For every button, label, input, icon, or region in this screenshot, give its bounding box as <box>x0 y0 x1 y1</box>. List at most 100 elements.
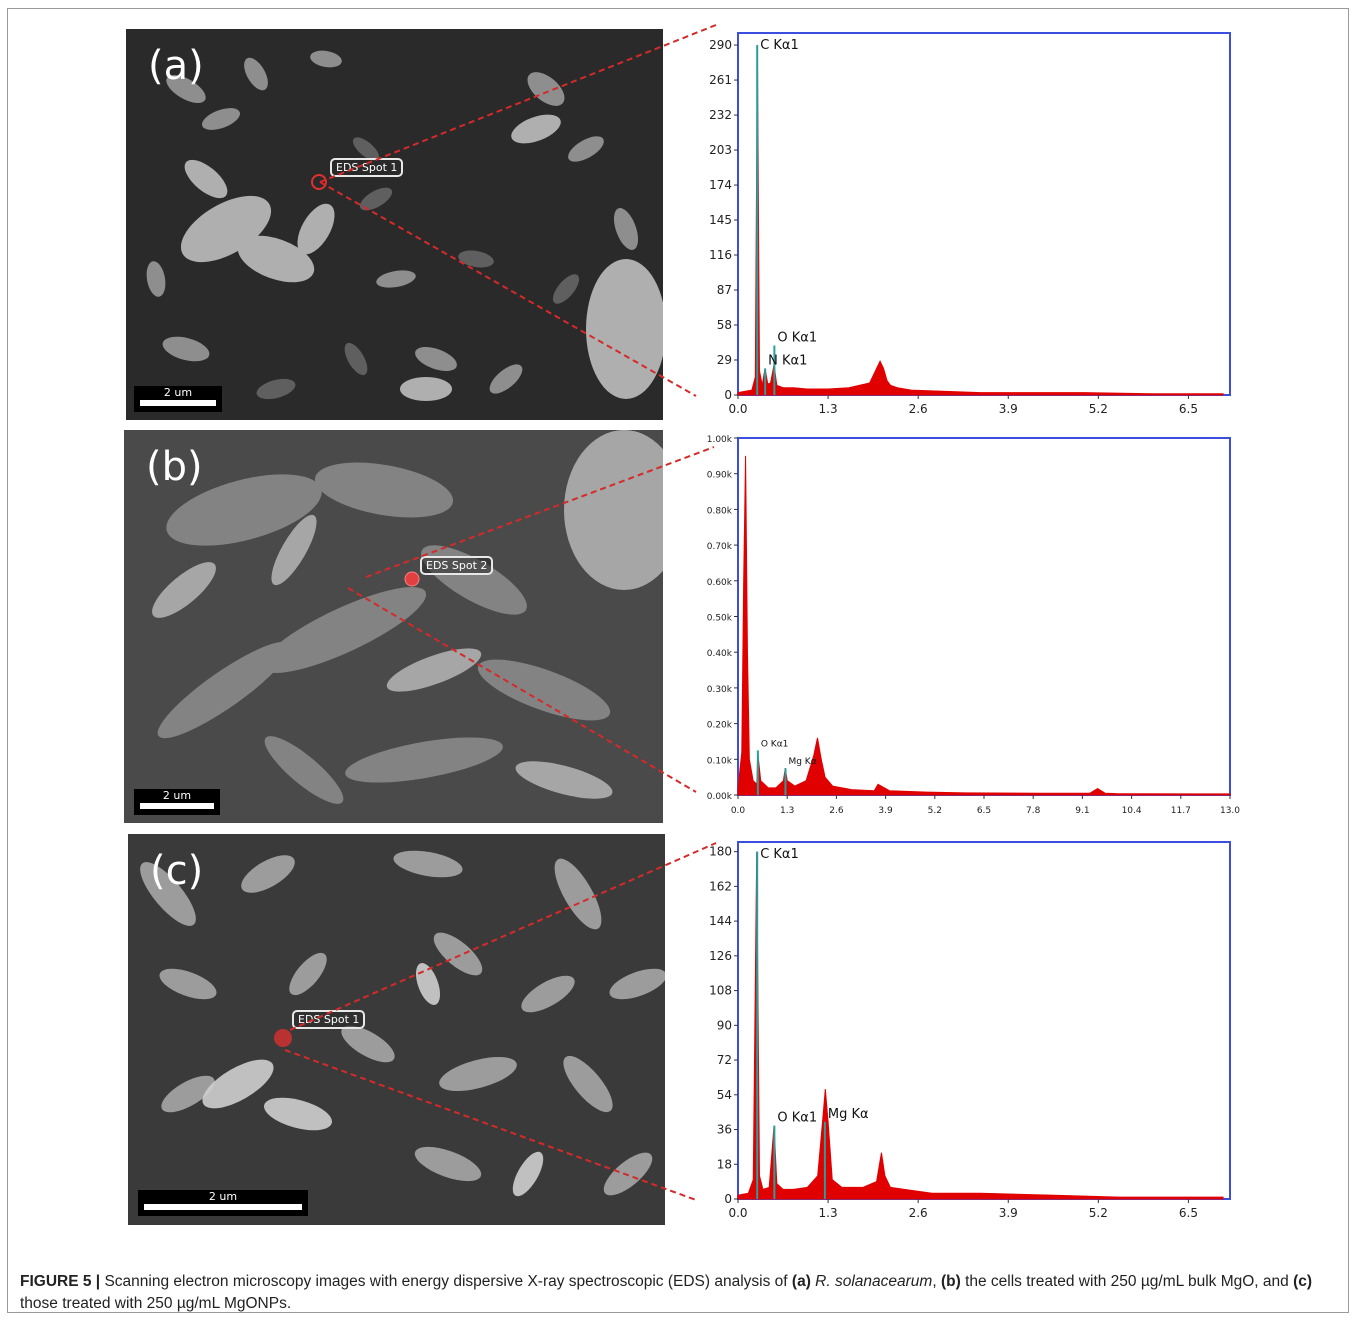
y-tick-label: 0 <box>724 388 732 402</box>
eds-spectrum-a: C Kα1 O Kα1 N Kα1 290 261 232 203 174 145 116 87 58… <box>696 25 1246 425</box>
x-tick-label: 6.5 <box>1179 1206 1198 1220</box>
y-tick-label: 180 <box>709 845 732 859</box>
sem-texture-b <box>124 430 663 823</box>
plot-border <box>737 841 1231 1200</box>
panel-letter-c: (c) <box>150 848 204 894</box>
x-tick-label: 2.6 <box>909 402 928 416</box>
y-tick-label: 261 <box>709 73 732 87</box>
y-tick-label: 290 <box>709 38 732 52</box>
y-tick-label: 108 <box>709 984 732 998</box>
x-tick-label: 10.4 <box>1122 806 1142 816</box>
x-tick-label: 5.2 <box>928 806 942 816</box>
x-tick-label: 5.2 <box>1089 402 1108 416</box>
caption-segment: Scanning electron microscopy images with… <box>100 1273 792 1290</box>
y-tick-label: 203 <box>709 143 732 157</box>
x-tick-label: 1.3 <box>819 1206 838 1220</box>
peak-label: N Kα1 <box>768 353 807 368</box>
y-tick-label: 0 <box>724 1192 732 1206</box>
panel-letter-a: (a) <box>148 43 204 89</box>
y-tick-label: 0.10k <box>707 756 733 766</box>
scale-bar-c: 2 um <box>138 1190 308 1216</box>
y-tick-label: 0.00k <box>707 792 733 802</box>
x-tick-label: 3.9 <box>878 806 893 816</box>
spectrum-series <box>737 455 1231 796</box>
y-tick-label: 0.90k <box>707 471 733 481</box>
y-tick-label: 29 <box>717 353 732 367</box>
plot-border <box>737 32 1231 396</box>
scale-bar-a: 2 um <box>134 386 222 412</box>
x-tick-label: 2.6 <box>909 1206 928 1220</box>
caption-body: Scanning electron microscopy images with… <box>20 1273 1312 1312</box>
sem-image-b: (b) EDS Spot 2 2 um <box>124 430 663 823</box>
y-tick-label: 54 <box>717 1088 732 1102</box>
y-tick-label: 0.30k <box>707 685 733 695</box>
figure-frame <box>7 8 1349 1313</box>
eds-spot-marker-b <box>404 571 420 587</box>
sem-image-a: (a) EDS Spot 1 2 um <box>126 29 663 420</box>
eds-spot-label-c: EDS Spot 1 <box>292 1010 366 1029</box>
y-tick-label: 145 <box>709 213 732 227</box>
peak-label: O Kα1 <box>761 739 789 749</box>
x-tick-label: 1.3 <box>819 402 838 416</box>
peak-label: Mg Kα <box>828 1107 869 1122</box>
y-tick-label: 1.00k <box>707 435 733 445</box>
y-tick-label: 0.50k <box>707 614 733 624</box>
y-tick-label: 174 <box>709 178 732 192</box>
y-tick-label: 0.80k <box>707 506 733 516</box>
caption-segment: , <box>932 1273 941 1290</box>
caption-segment: (c) <box>1293 1273 1313 1290</box>
y-tick-label: 0.70k <box>707 542 733 552</box>
figure-caption: FIGURE 5 | Scanning electron microscopy … <box>20 1271 1340 1315</box>
caption-segment: those treated with 250 µg/mL MgONPs. <box>20 1295 292 1312</box>
caption-segment: (b) <box>940 1273 961 1290</box>
y-tick-label: 36 <box>717 1123 732 1137</box>
y-tick-label: 58 <box>717 318 732 332</box>
scale-label-a: 2 um <box>163 386 193 399</box>
y-tick-label: 87 <box>717 283 732 297</box>
y-tick-label: 232 <box>709 108 732 122</box>
y-tick-label: 72 <box>717 1053 732 1067</box>
eds-spot-label-b: EDS Spot 2 <box>420 556 494 575</box>
peak-label: C Kα1 <box>760 847 799 862</box>
scale-line-b <box>140 803 214 809</box>
sem-texture-a <box>126 29 663 420</box>
spectrum-series <box>737 45 1224 396</box>
peak-label: O Kα1 <box>777 331 817 346</box>
y-tick-label: 0.20k <box>707 721 733 731</box>
caption-segment: the cells treated with 250 µg/mL bulk Mg… <box>960 1273 1294 1290</box>
caption-segment: (a) <box>791 1273 811 1290</box>
y-tick-label: 144 <box>709 914 732 928</box>
scale-line-a <box>140 400 216 406</box>
x-tick-label: 13.0 <box>1220 806 1240 816</box>
y-tick-label: 90 <box>717 1018 732 1032</box>
x-tick-label: 6.5 <box>977 806 991 816</box>
x-tick-label: 7.8 <box>1026 806 1041 816</box>
figure-label: FIGURE 5 | <box>20 1273 101 1290</box>
x-tick-label: 0.0 <box>728 1206 747 1220</box>
x-tick-label: 2.6 <box>829 806 844 816</box>
x-tick-label: 1.3 <box>780 806 794 816</box>
y-tick-label: 0.60k <box>707 578 733 588</box>
y-tick-label: 162 <box>709 879 732 893</box>
x-tick-label: 0.0 <box>728 402 747 416</box>
x-tick-label: 3.9 <box>999 1206 1018 1220</box>
spectrum-series <box>737 851 1224 1200</box>
peak-label: O Kα1 <box>777 1111 817 1126</box>
scale-line-c <box>144 1204 302 1210</box>
y-tick-label: 18 <box>717 1157 732 1171</box>
x-tick-label: 9.1 <box>1075 806 1089 816</box>
eds-spectrum-c: C Kα1 O Kα1 Mg Kα 180 162 144 126 108 90 72 54 36 18… <box>696 834 1246 1229</box>
peak-label: C Kα1 <box>760 38 799 53</box>
scale-label-c: 2 um <box>208 1190 238 1203</box>
peak-label: Mg Kα <box>788 757 816 767</box>
sem-image-c: (c) EDS Spot 1 2 um <box>128 834 665 1225</box>
scale-bar-b: 2 um <box>134 789 220 815</box>
scale-label-b: 2 um <box>162 789 192 802</box>
panel-letter-b: (b) <box>146 444 203 490</box>
sem-texture-c <box>128 834 665 1225</box>
caption-segment: R. solanacearum <box>815 1273 933 1290</box>
y-tick-label: 126 <box>709 949 732 963</box>
x-tick-label: 3.9 <box>999 402 1018 416</box>
y-tick-label: 0.40k <box>707 649 733 659</box>
x-tick-label: 11.7 <box>1171 806 1191 816</box>
